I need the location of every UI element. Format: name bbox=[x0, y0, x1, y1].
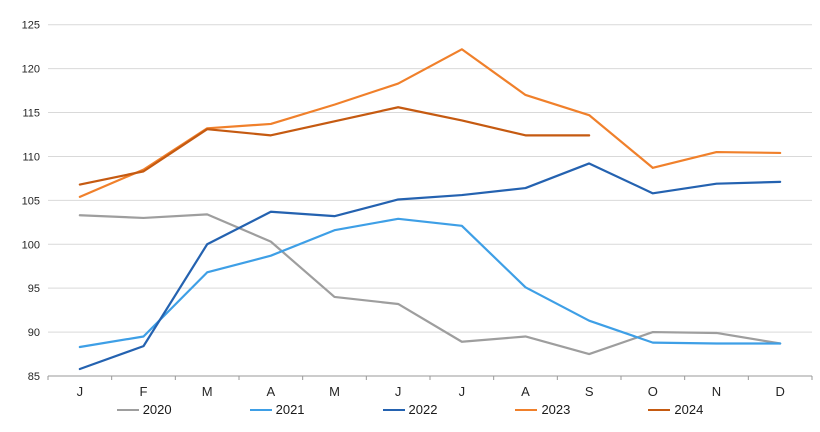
legend-label-2023: 2023 bbox=[541, 402, 571, 417]
series-line-2021 bbox=[78, 217, 782, 349]
y-tick-label: 90 bbox=[28, 327, 40, 339]
legend-swatch-2020 bbox=[116, 408, 139, 411]
legend-item-2022: 2022 bbox=[382, 402, 438, 417]
legend-label-2022: 2022 bbox=[408, 402, 438, 417]
y-tick-label: 95 bbox=[28, 283, 40, 295]
x-tick-label: J bbox=[395, 384, 402, 399]
series-line-2020 bbox=[78, 213, 782, 356]
legend-item-2021: 2021 bbox=[249, 402, 305, 417]
y-tick-label: 85 bbox=[28, 371, 40, 383]
x-tick-label: A bbox=[266, 384, 275, 399]
legend-item-2020: 2020 bbox=[116, 402, 172, 417]
legend-swatch-2022 bbox=[382, 408, 405, 411]
legend-item-2024: 2024 bbox=[648, 403, 703, 416]
x-tick-label: J bbox=[77, 384, 84, 399]
chart-legend: 2020 2021 2022 2023 2024 bbox=[0, 403, 820, 416]
x-tick-label: S bbox=[585, 384, 594, 399]
x-tick-label: J bbox=[459, 384, 466, 399]
y-tick-label: 120 bbox=[22, 64, 40, 76]
y-tick-label: 100 bbox=[22, 239, 40, 251]
legend-item-2023: 2023 bbox=[515, 403, 570, 416]
y-tick-label: 105 bbox=[22, 195, 40, 207]
x-tick-label: D bbox=[775, 384, 784, 399]
x-tick-label: M bbox=[202, 384, 213, 399]
x-tick-label: F bbox=[140, 384, 148, 399]
y-tick-label: 125 bbox=[22, 20, 40, 32]
legend-swatch-2023 bbox=[515, 408, 538, 411]
y-tick-label: 110 bbox=[22, 151, 40, 163]
series-line-2022 bbox=[78, 162, 782, 371]
series-line-2023 bbox=[78, 48, 782, 198]
legend-label-2021: 2021 bbox=[275, 402, 305, 417]
legend-label-2020: 2020 bbox=[142, 402, 172, 417]
series-line-2024 bbox=[78, 106, 591, 186]
legend-swatch-2024 bbox=[648, 408, 671, 411]
x-tick-label: M bbox=[329, 384, 340, 399]
x-tick-label: A bbox=[521, 384, 530, 399]
x-tick-label: N bbox=[712, 384, 721, 399]
x-tick-label: O bbox=[648, 384, 658, 399]
legend-swatch-2021 bbox=[249, 408, 272, 411]
y-tick-label: 115 bbox=[22, 108, 40, 120]
legend-label-2024: 2024 bbox=[674, 402, 704, 417]
